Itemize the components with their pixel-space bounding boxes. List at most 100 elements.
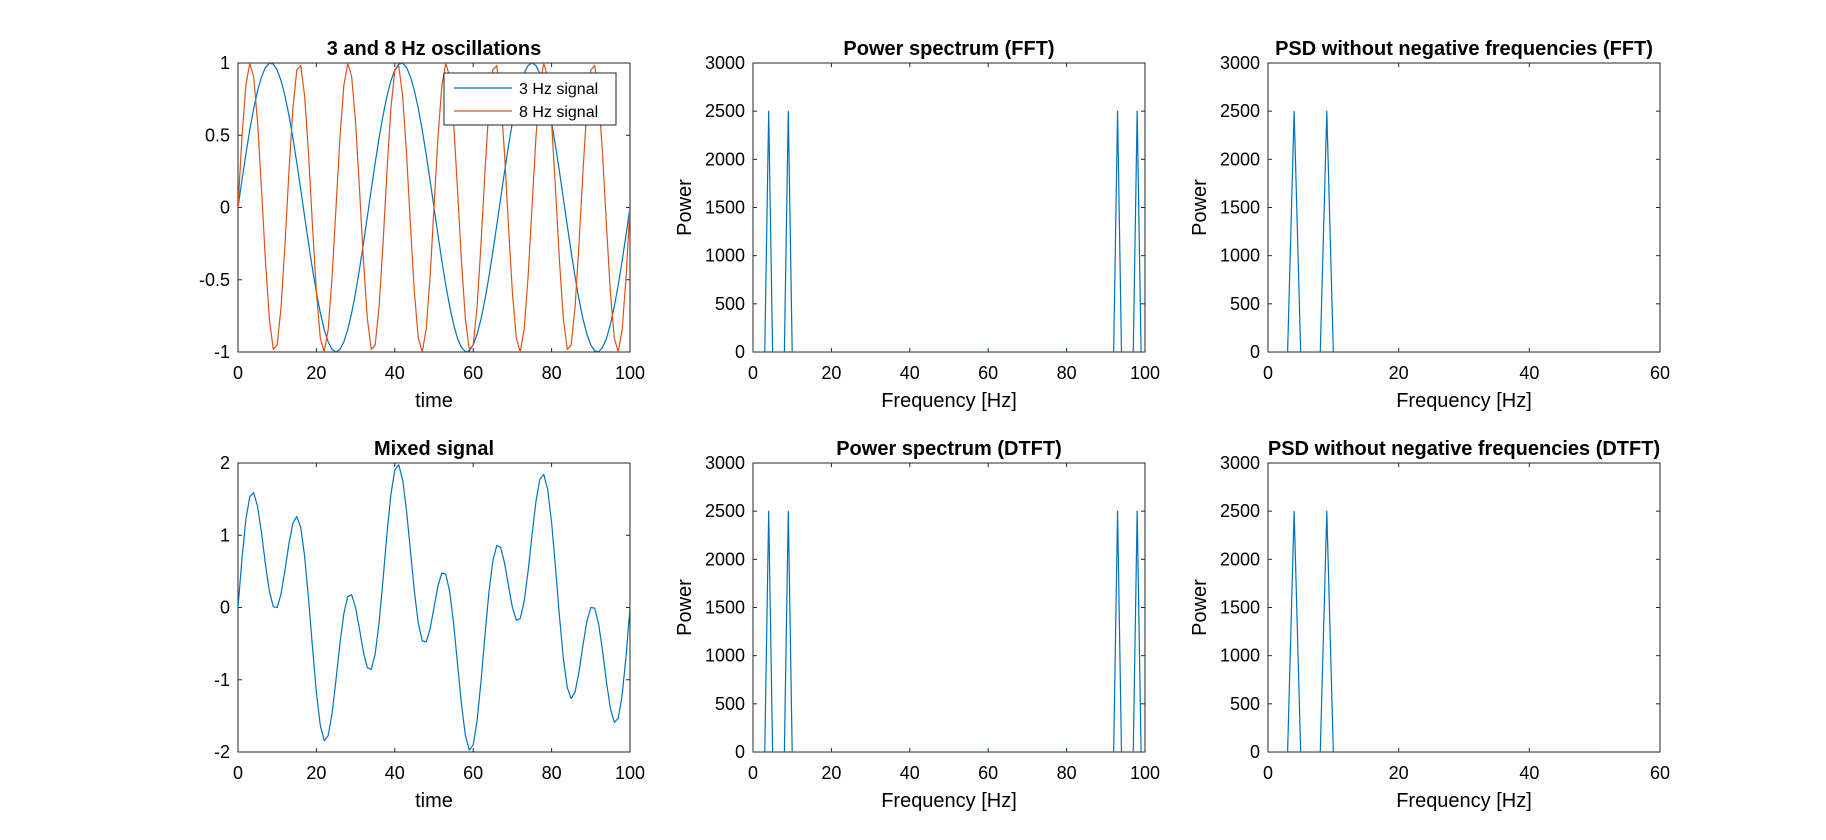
y-tick-label: 2000: [705, 149, 745, 169]
series-line-0: [1268, 510, 1602, 752]
chart-mixed: 0 20 40 60 80 100 -2 -1 0 1 2 Mixed signal time: [214, 438, 645, 812]
x-tick-label: 20: [306, 363, 326, 383]
y-tick-label: 0: [1250, 742, 1260, 762]
x-tick-label: 20: [1389, 363, 1409, 383]
legend-label: 8 Hz signal: [519, 104, 598, 121]
x-tick-label: 0: [1263, 763, 1273, 783]
x-tick-label: 40: [385, 763, 405, 783]
x-axis-label: Frequency [Hz]: [881, 790, 1017, 812]
x-tick-label: 0: [1263, 363, 1273, 383]
x-tick-label: 0: [233, 363, 243, 383]
chart-psd_dtft: 0 20 40 60 0 500 1000 1500 2000 2500 3000 PSD witho…: [1189, 438, 1670, 812]
chart-title: PSD without negative frequencies (DTFT): [1268, 438, 1660, 460]
y-tick-label: 1500: [705, 598, 745, 618]
y-tick-label: 2000: [1220, 549, 1260, 569]
y-tick-label: 0: [1250, 342, 1260, 362]
plot-area: [1267, 462, 1661, 753]
y-tick-label: 3000: [705, 453, 745, 473]
series-line-0: [753, 110, 1145, 352]
series-line-0: [1268, 110, 1602, 352]
x-tick-label: 80: [1057, 763, 1077, 783]
x-tick-label: 0: [748, 763, 758, 783]
y-tick-label: 0: [220, 598, 230, 618]
y-tick-label: 2500: [705, 101, 745, 121]
y-tick-label: 2500: [705, 501, 745, 521]
y-tick-label: 500: [715, 294, 745, 314]
y-tick-label: 500: [1230, 694, 1260, 714]
x-axis-label: time: [415, 390, 453, 412]
y-tick-label: -1: [214, 670, 230, 690]
y-tick-label: 1: [220, 525, 230, 545]
x-tick-label: 100: [615, 763, 645, 783]
y-tick-label: 1500: [1220, 598, 1260, 618]
y-tick-label: -1: [214, 342, 230, 362]
x-tick-label: 80: [1057, 363, 1077, 383]
y-tick-label: -0.5: [199, 270, 230, 290]
series-line-1: [238, 63, 630, 352]
series-line-0: [238, 464, 630, 751]
y-tick-label: 1000: [1220, 646, 1260, 666]
y-tick-label: -2: [214, 742, 230, 762]
x-axis-label: Frequency [Hz]: [1396, 390, 1532, 412]
x-tick-label: 60: [463, 763, 483, 783]
y-tick-label: 500: [1230, 294, 1260, 314]
plot-area: [752, 462, 1146, 753]
x-tick-label: 100: [1130, 763, 1160, 783]
x-tick-label: 60: [978, 763, 998, 783]
chart-title: PSD without negative frequencies (FFT): [1275, 38, 1653, 60]
chart-osc: 0 20 40 60 80 100 -1 -0.5 0 0.5 1 3 and 8 Hz oscill…: [199, 38, 645, 412]
x-tick-label: 100: [615, 363, 645, 383]
y-tick-label: 1: [220, 53, 230, 73]
series-line-0: [753, 510, 1145, 752]
y-axis-label: Power: [1189, 579, 1211, 636]
y-tick-label: 500: [715, 694, 745, 714]
x-tick-label: 80: [542, 363, 562, 383]
y-tick-label: 2000: [705, 549, 745, 569]
legend: 3 Hz signal 8 Hz signal: [443, 72, 617, 126]
chart-title: Mixed signal: [374, 438, 494, 460]
chart-dtft: 0 20 40 60 80 100050010001500200025003000Powe…: [674, 438, 1160, 812]
x-tick-label: 60: [1650, 763, 1670, 783]
x-tick-label: 20: [306, 763, 326, 783]
x-tick-label: 20: [821, 763, 841, 783]
x-tick-label: 60: [978, 363, 998, 383]
y-tick-label: 2500: [1220, 101, 1260, 121]
y-tick-label: 2000: [1220, 149, 1260, 169]
y-axis-label: Power: [1189, 179, 1211, 236]
x-tick-label: 0: [233, 763, 243, 783]
x-tick-label: 40: [385, 363, 405, 383]
chart-fft: 0 20 40 60 80 100050010001500200025003000Powe…: [674, 38, 1160, 412]
y-tick-label: 3000: [1220, 53, 1260, 73]
y-tick-label: 0: [220, 198, 230, 218]
y-tick-label: 1000: [1220, 246, 1260, 266]
y-axis-label: Power: [674, 579, 696, 636]
legend-box: [443, 72, 617, 126]
x-tick-label: 20: [821, 363, 841, 383]
y-tick-label: 0.5: [205, 125, 230, 145]
chart-title: Power spectrum (FFT): [843, 38, 1054, 60]
x-tick-label: 0: [748, 363, 758, 383]
y-tick-label: 2: [220, 453, 230, 473]
y-tick-label: 3000: [705, 53, 745, 73]
y-tick-label: 3000: [1220, 453, 1260, 473]
y-tick-label: 2500: [1220, 501, 1260, 521]
x-tick-label: 60: [1650, 363, 1670, 383]
y-tick-label: 1000: [705, 646, 745, 666]
chart-title: Power spectrum (DTFT): [836, 438, 1062, 460]
x-tick-label: 20: [1389, 763, 1409, 783]
x-axis-label: Frequency [Hz]: [1396, 790, 1532, 812]
y-axis-label: Power: [674, 179, 696, 236]
x-tick-label: 40: [900, 763, 920, 783]
chart-psd_fft: 0 20 40 60 0 500 1000 1500 2000 2500 3000 PSD witho…: [1189, 38, 1670, 412]
plot-area: [1267, 62, 1661, 353]
y-tick-label: 0: [735, 742, 745, 762]
x-tick-label: 60: [463, 363, 483, 383]
x-tick-label: 100: [1130, 363, 1160, 383]
x-tick-label: 40: [1519, 763, 1539, 783]
x-axis-label: Frequency [Hz]: [881, 390, 1017, 412]
y-tick-label: 1500: [1220, 198, 1260, 218]
chart-title: 3 and 8 Hz oscillations: [327, 38, 542, 60]
legend-label: 3 Hz signal: [519, 81, 598, 98]
y-tick-label: 0: [735, 342, 745, 362]
